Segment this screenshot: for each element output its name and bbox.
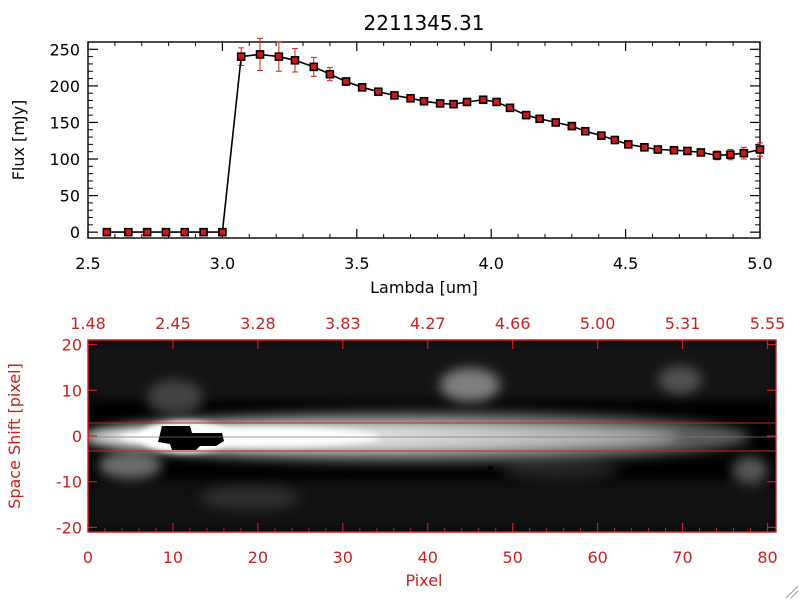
x-tick-label: 5.0 — [747, 254, 772, 273]
data-point — [255, 50, 265, 59]
pixel-tick-label: 50 — [503, 548, 523, 567]
y-tick-label: 250 — [49, 40, 80, 59]
data-point — [142, 227, 152, 237]
data-point — [180, 227, 190, 237]
wavelength-tick-label: 3.83 — [325, 314, 361, 333]
data-point — [535, 114, 544, 124]
data-point — [683, 146, 692, 156]
data-point — [274, 52, 284, 61]
data-point — [199, 227, 208, 237]
space-shift-axis-label: Space Shift [pixel] — [5, 363, 24, 509]
spectrum-axes: 2.5 3.0 3.5 4.0 4.5 5.0 0 50 100 150 200 250 — [49, 40, 772, 273]
data-point — [696, 148, 706, 157]
data-point — [567, 121, 577, 131]
data-point — [610, 135, 620, 145]
space-shift-tick-label: 0 — [72, 427, 82, 446]
data-point — [623, 140, 633, 149]
spectrum-plot-frame — [87, 41, 761, 239]
data-point — [124, 227, 133, 237]
data-point — [669, 145, 679, 155]
wavelength-tick-label: 3.28 — [240, 314, 276, 333]
data-point — [712, 151, 722, 160]
data-point — [419, 96, 429, 106]
resize-grip-icon[interactable] — [785, 585, 799, 599]
x-tick-label: 4.5 — [613, 254, 638, 273]
data-point — [390, 91, 399, 100]
spectrum-line — [106, 53, 761, 233]
wavelength-tick-label: 4.66 — [495, 314, 531, 333]
pixel-tick-label: 0 — [83, 548, 93, 567]
y-tick-label: 50 — [60, 187, 80, 206]
data-point — [218, 227, 227, 237]
pixel-tick-label: 40 — [418, 548, 438, 567]
wavelength-tick-label: 5.55 — [750, 314, 786, 333]
y-axis-label: Flux [mJy] — [9, 100, 28, 181]
x-tick-label: 4.0 — [478, 254, 503, 273]
spectral-image — [88, 340, 776, 532]
y-tick-label: 0 — [70, 223, 80, 242]
x-tick-label: 3.5 — [344, 254, 369, 273]
data-point — [374, 87, 383, 97]
data-point — [478, 95, 488, 105]
space-shift-tick-label: 10 — [62, 381, 82, 400]
data-point — [341, 77, 351, 86]
data-point — [492, 97, 501, 107]
data-point — [597, 131, 606, 140]
data-point — [161, 227, 171, 237]
data-point — [726, 150, 735, 159]
spectrum-plot: 2.5 3.0 3.5 4.0 4.5 5.0 0 50 100 150 200 250 Lambda… — [9, 37, 773, 297]
data-point — [325, 69, 335, 79]
y-tick-label: 200 — [49, 77, 80, 96]
space-shift-tick-label: -10 — [56, 473, 82, 492]
pixel-tick-label: 30 — [333, 548, 353, 567]
data-point — [449, 99, 458, 109]
data-point — [755, 145, 765, 154]
wavelength-tick-label: 2.45 — [155, 314, 191, 333]
data-point — [739, 148, 749, 158]
pixel-axis-label: Pixel — [405, 571, 442, 590]
pixel-tick-label: 70 — [672, 548, 692, 567]
y-tick-label: 100 — [49, 150, 80, 169]
x-tick-label: 2.5 — [75, 254, 100, 273]
x-axis-label: Lambda [um] — [370, 278, 478, 297]
data-point — [640, 143, 649, 152]
data-point — [406, 94, 415, 103]
data-point — [357, 83, 367, 92]
data-point — [580, 126, 590, 136]
data-point — [521, 110, 531, 120]
pixel-tick-label: 20 — [248, 548, 268, 567]
chart-title: 2211345.31 — [364, 11, 485, 35]
wavelength-tick-label: 5.00 — [580, 314, 616, 333]
data-point — [102, 227, 112, 237]
data-point — [653, 145, 663, 154]
space-shift-tick-label: 20 — [62, 336, 82, 355]
data-point — [309, 62, 319, 72]
wavelength-tick-label: 4.27 — [410, 314, 446, 333]
spectrum-markers — [102, 50, 765, 237]
data-point — [505, 103, 515, 113]
pixel-tick-label: 10 — [163, 548, 183, 567]
spectral-image-axes: 0 10 20 30 40 50 60 70 80 1.48 2.45 3.28 3.83 4.27 4.6… — [56, 314, 785, 567]
data-point — [435, 99, 445, 108]
x-tick-label: 3.0 — [210, 254, 235, 273]
data-point — [236, 52, 246, 61]
spectral-image-plot: 0 10 20 30 40 50 60 70 80 1.48 2.45 3.28 3.83 4.27 4.6… — [5, 314, 785, 590]
y-tick-label: 150 — [49, 113, 80, 132]
space-shift-tick-label: -20 — [56, 518, 82, 537]
data-point — [462, 97, 472, 107]
pixel-tick-label: 80 — [757, 548, 777, 567]
wavelength-tick-label: 1.48 — [70, 314, 106, 333]
pixel-tick-label: 60 — [587, 548, 607, 567]
data-point — [551, 118, 561, 127]
wavelength-tick-label: 5.31 — [665, 314, 701, 333]
data-point — [290, 55, 300, 65]
